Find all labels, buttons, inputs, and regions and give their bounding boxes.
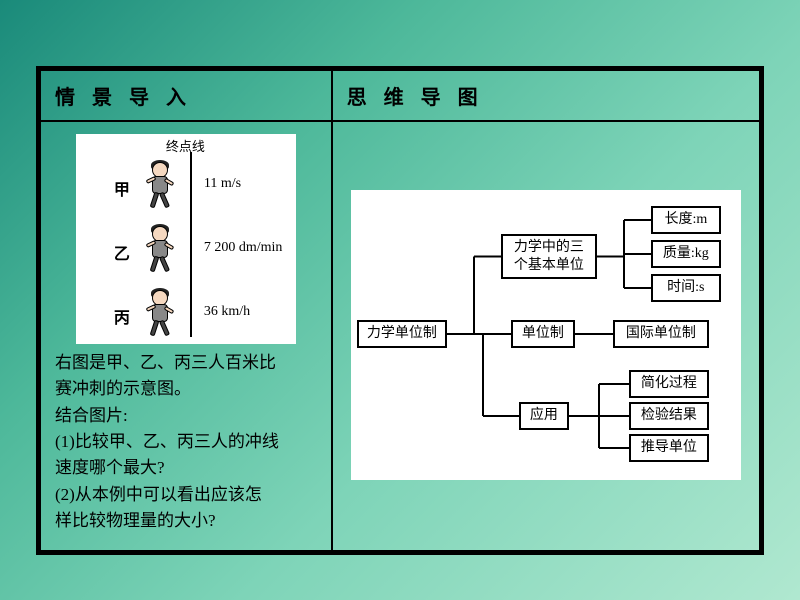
mind-map: 力学单位制 力学中的三个基本单位 长度:m 质量:kg 时间:s 单位制 国际单位制应用 简化…: [351, 190, 741, 480]
diagram-node-n1: 力学中的三个基本单位: [501, 234, 597, 279]
diagram-node-n3: 应用: [519, 402, 569, 430]
header-left: 情 景 导 入: [40, 70, 332, 121]
runner-1-icon: [138, 160, 184, 212]
content-row: 终点线 甲 11 m/s 乙 7 200 dm/min 丙: [40, 121, 760, 551]
left-cell: 终点线 甲 11 m/s 乙 7 200 dm/min 丙: [40, 121, 332, 551]
runner-illustration: 终点线 甲 11 m/s 乙 7 200 dm/min 丙: [76, 134, 296, 344]
finish-line-label: 终点线: [166, 136, 205, 155]
runner-3-icon: [138, 288, 184, 340]
runner-row-3: 丙 36 km/h: [76, 284, 296, 344]
runner-row-2: 乙 7 200 dm/min: [76, 220, 296, 280]
text-line: (1)比较甲、乙、丙三人的冲线: [55, 429, 317, 455]
text-line: 速度哪个最大?: [55, 455, 317, 481]
diagram-node-n2: 单位制: [511, 320, 575, 348]
diagram-node-n3a: 简化过程: [629, 370, 709, 398]
runner-1-speed: 11 m/s: [204, 176, 241, 192]
diagram-node-n2a: 国际单位制: [613, 320, 709, 348]
runner-3-speed: 36 km/h: [204, 304, 250, 320]
text-line: 赛冲刺的示意图。: [55, 376, 317, 402]
runner-2-speed: 7 200 dm/min: [204, 240, 283, 256]
text-line: 右图是甲、乙、丙三人百米比: [55, 350, 317, 376]
diagram-node-n1c: 时间:s: [651, 274, 721, 302]
text-line: (2)从本例中可以看出应该怎: [55, 482, 317, 508]
diagram-node-n3c: 推导单位: [629, 434, 709, 462]
header-row: 情 景 导 入 思 维 导 图: [40, 70, 760, 121]
runner-3-label: 丙: [114, 304, 130, 328]
runner-1-label: 甲: [114, 176, 130, 200]
diagram-node-root: 力学单位制: [357, 320, 447, 348]
diagram-node-n1a: 长度:m: [651, 206, 721, 234]
text-line: 结合图片:: [55, 403, 317, 429]
diagram-node-n3b: 检验结果: [629, 402, 709, 430]
runner-2-icon: [138, 224, 184, 276]
main-table: 情 景 导 入 思 维 导 图 终点线 甲 11 m/s 乙 7 200 dm/: [36, 66, 764, 555]
runner-2-label: 乙: [114, 240, 130, 264]
question-text: 右图是甲、乙、丙三人百米比 赛冲刺的示意图。 结合图片: (1)比较甲、乙、丙三…: [53, 350, 319, 534]
header-right: 思 维 导 图: [332, 70, 760, 121]
right-cell: 力学单位制 力学中的三个基本单位 长度:m 质量:kg 时间:s 单位制 国际单位制应用 简化…: [332, 121, 760, 551]
runner-row-1: 甲 11 m/s: [76, 156, 296, 216]
diagram-node-n1b: 质量:kg: [651, 240, 721, 268]
text-line: 样比较物理量的大小?: [55, 508, 317, 534]
